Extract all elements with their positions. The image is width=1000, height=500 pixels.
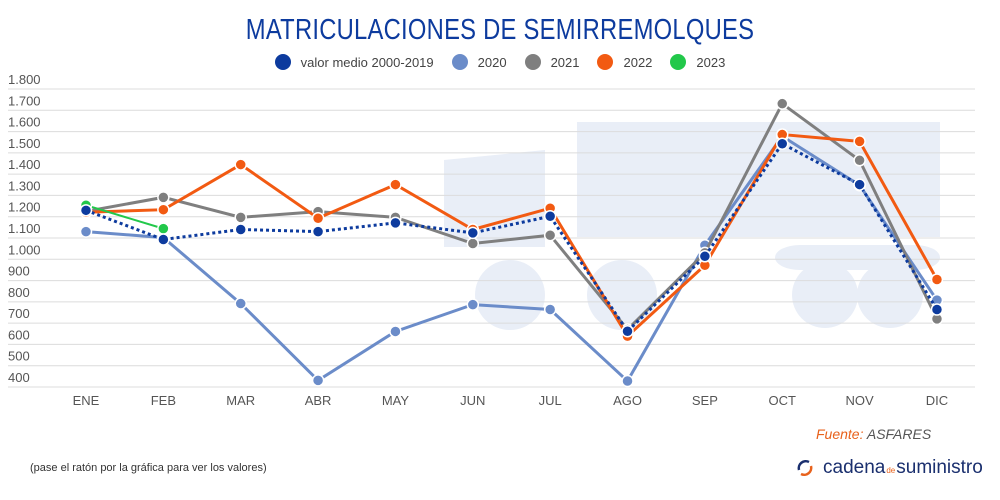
- data-point[interactable]: [157, 191, 170, 204]
- data-point[interactable]: [466, 298, 480, 311]
- data-point[interactable]: [543, 228, 557, 242]
- data-point[interactable]: [466, 226, 480, 240]
- data-point[interactable]: [234, 211, 247, 224]
- x-tick-label: OCT: [769, 393, 797, 408]
- data-point[interactable]: [389, 325, 402, 338]
- legend-label: 2021: [550, 54, 580, 70]
- legend-label: valor medio 2000-2019: [300, 54, 434, 70]
- y-tick-label: 600: [8, 327, 30, 342]
- x-tick-label: MAR: [226, 393, 255, 408]
- x-tick-label: JUL: [539, 393, 562, 408]
- data-point[interactable]: [311, 374, 325, 387]
- series-line: [85, 141, 939, 334]
- legend: valor medio 2000-2019 2020 2021 2022 2023: [0, 54, 1000, 70]
- legend-label: 2020: [477, 54, 507, 70]
- legend-marker-icon: [524, 54, 541, 70]
- data-point[interactable]: [157, 222, 170, 235]
- logo-text-3: suministro: [896, 457, 983, 478]
- y-axis: 1.800 1.700 1.600 1.500 1.400 1.300 1.200 1.100…: [8, 72, 41, 385]
- x-tick-label: MAY: [382, 393, 410, 408]
- data-point[interactable]: [311, 225, 325, 238]
- y-tick-label: 1.300: [8, 178, 41, 193]
- legend-marker-icon: [597, 54, 614, 70]
- data-point[interactable]: [621, 374, 634, 388]
- line-chart[interactable]: 1.800 1.700 1.600 1.500 1.400 1.300 1.200 1.100…: [0, 0, 1000, 420]
- logo-text-2: de: [886, 466, 896, 475]
- logo-text-1: cadena: [823, 457, 886, 478]
- data-point[interactable]: [234, 158, 247, 171]
- y-tick-label: 1.600: [8, 115, 41, 130]
- chart-title: MATRICULACIONES DE SEMIRREMOLQUES: [245, 14, 755, 46]
- data-point[interactable]: [79, 204, 93, 217]
- series-valor-medio-2000-2019: [79, 137, 944, 338]
- y-tick-label: 700: [8, 306, 30, 321]
- y-tick-label: 1.500: [8, 136, 41, 151]
- legend-item[interactable]: 2021: [524, 54, 580, 70]
- legend-label: 2023: [696, 54, 726, 70]
- x-tick-label: AGO: [613, 393, 642, 408]
- x-axis: ENE FEB MAR ABR MAY JUN JUL AGO SEP OCT NOV DIC: [73, 393, 949, 408]
- logo: cadena de suministro: [795, 457, 983, 479]
- x-tick-label: JUN: [460, 393, 485, 408]
- legend-item[interactable]: 2022: [597, 54, 652, 70]
- data-point[interactable]: [853, 154, 866, 167]
- y-tick-label: 1.200: [8, 200, 41, 215]
- data-point[interactable]: [543, 303, 557, 316]
- x-tick-label: NOV: [846, 393, 875, 408]
- data-point[interactable]: [853, 135, 866, 148]
- data-point[interactable]: [698, 250, 712, 263]
- source-value: ASFARES: [866, 426, 932, 442]
- x-tick-label: DIC: [926, 393, 948, 408]
- y-tick-label: 800: [8, 285, 30, 300]
- series-line: [85, 101, 939, 332]
- logo-refresh-icon: [797, 459, 813, 477]
- source-label: Fuente:: [816, 426, 864, 442]
- x-tick-label: SEP: [692, 393, 718, 408]
- series-group: [79, 97, 944, 388]
- data-point[interactable]: [157, 233, 170, 246]
- legend-item[interactable]: 2020: [451, 54, 507, 70]
- data-point[interactable]: [930, 303, 944, 316]
- y-tick-label: 500: [8, 349, 30, 364]
- y-tick-label: 1.000: [8, 242, 41, 257]
- data-point[interactable]: [157, 203, 170, 216]
- data-point[interactable]: [311, 211, 325, 225]
- y-tick-label: 900: [8, 264, 30, 279]
- x-tick-label: ENE: [73, 393, 100, 408]
- hover-hint: (pase el ratón por la gráfica para ver l…: [30, 462, 267, 474]
- legend-marker-icon: [451, 54, 468, 70]
- data-point[interactable]: [389, 216, 402, 230]
- data-point[interactable]: [234, 297, 247, 310]
- y-tick-label: 1.400: [8, 157, 41, 172]
- y-tick-label: 1.100: [8, 221, 41, 236]
- x-tick-label: FEB: [151, 393, 176, 408]
- series-line: [85, 132, 939, 339]
- y-tick-label: 400: [8, 370, 30, 385]
- series-line: [85, 134, 939, 384]
- data-point[interactable]: [234, 223, 247, 236]
- data-point[interactable]: [621, 324, 634, 338]
- series-line: [85, 204, 164, 230]
- legend-marker-icon: [670, 54, 687, 70]
- source-note: Fuente: ASFARES: [816, 426, 931, 442]
- legend-item[interactable]: 2023: [670, 54, 725, 70]
- data-point[interactable]: [389, 178, 402, 191]
- legend-item[interactable]: valor medio 2000-2019: [274, 54, 434, 70]
- data-point[interactable]: [853, 178, 866, 191]
- y-tick-label: 1.700: [8, 93, 41, 108]
- data-point[interactable]: [543, 210, 557, 223]
- data-point[interactable]: [930, 273, 944, 286]
- data-point[interactable]: [775, 97, 789, 110]
- data-point[interactable]: [775, 137, 789, 150]
- data-point[interactable]: [79, 225, 93, 238]
- x-tick-label: ABR: [305, 393, 332, 408]
- data-point[interactable]: [466, 237, 480, 250]
- legend-marker-icon: [274, 54, 291, 70]
- y-tick-label: 1.800: [8, 72, 41, 87]
- legend-label: 2022: [623, 54, 653, 70]
